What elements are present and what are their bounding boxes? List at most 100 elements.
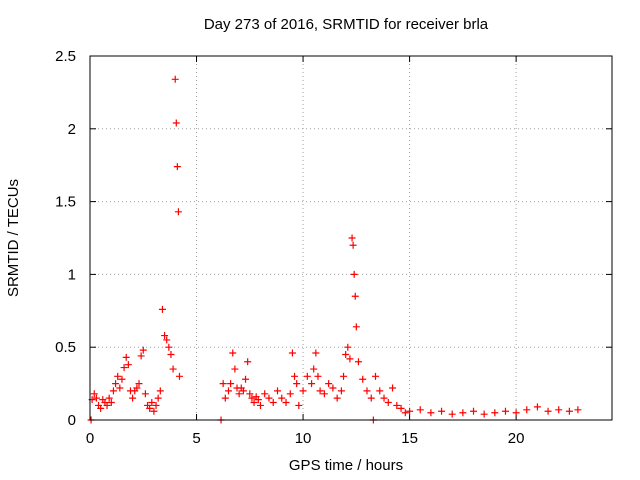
data-point <box>248 394 256 402</box>
data-point <box>158 305 166 313</box>
data-point <box>107 399 115 407</box>
data-point <box>288 349 296 357</box>
data-point <box>448 410 456 418</box>
x-tick-label: 5 <box>192 430 200 447</box>
data-point <box>129 394 137 402</box>
data-point <box>316 387 324 395</box>
data-point <box>122 353 130 361</box>
data-point <box>303 372 311 380</box>
data-point <box>342 350 350 358</box>
y-tick-label: 0.5 <box>55 339 76 356</box>
data-point <box>174 208 182 216</box>
data-point <box>470 407 478 415</box>
data-point <box>348 234 356 242</box>
data-point <box>286 390 294 398</box>
data-point <box>146 404 154 412</box>
y-tick-label: 2 <box>68 121 76 138</box>
data-point <box>163 336 171 344</box>
data-point <box>397 404 405 412</box>
data-point <box>393 401 401 409</box>
data-point <box>219 380 227 388</box>
data-point <box>135 380 143 388</box>
data-point <box>165 343 173 351</box>
data-point <box>175 372 183 380</box>
data-point <box>173 163 181 171</box>
data-point <box>118 375 126 383</box>
data-point <box>156 387 164 395</box>
data-point <box>150 407 158 415</box>
data-point <box>337 387 345 395</box>
data-point <box>501 407 509 415</box>
data-point <box>346 355 354 363</box>
data-point <box>376 387 384 395</box>
data-point <box>349 241 357 249</box>
data-point <box>291 372 299 380</box>
x-axis-label: GPS time / hours <box>289 457 403 474</box>
data-point <box>359 375 367 383</box>
data-point <box>372 372 380 380</box>
data-point <box>565 407 573 415</box>
data-point <box>137 352 145 360</box>
data-point <box>231 365 239 373</box>
data-point <box>92 394 100 402</box>
data-point <box>480 410 488 418</box>
data-point <box>229 349 237 357</box>
data-point <box>438 407 446 415</box>
data-point <box>269 399 277 407</box>
data-point <box>491 409 499 417</box>
data-point <box>389 384 397 392</box>
data-point <box>152 401 160 409</box>
data-point <box>154 394 162 402</box>
data-point <box>367 394 375 402</box>
data-point <box>172 119 180 127</box>
data-point <box>523 406 531 414</box>
data-point <box>239 387 247 395</box>
data-point <box>320 390 328 398</box>
data-point <box>329 384 337 392</box>
x-tick-label: 0 <box>86 430 94 447</box>
data-point <box>363 387 371 395</box>
data-point <box>139 346 147 354</box>
plot-frame <box>89 55 613 421</box>
data-point <box>221 394 229 402</box>
data-point <box>116 384 124 392</box>
data-point <box>533 403 541 411</box>
data-point <box>340 372 348 380</box>
data-point <box>416 406 424 414</box>
data-point <box>112 380 120 388</box>
data-point <box>171 75 179 83</box>
data-point <box>544 407 552 415</box>
chart-title: Day 273 of 2016, SRMTID for receiver brl… <box>204 16 489 33</box>
data-point <box>351 292 359 300</box>
data-point <box>312 349 320 357</box>
data-point <box>246 390 254 398</box>
data-point <box>261 390 269 398</box>
data-points <box>87 75 582 424</box>
data-point <box>141 390 149 398</box>
data-point <box>293 380 301 388</box>
y-axis-label: SRMTID / TECUs <box>5 179 22 297</box>
data-point <box>148 399 156 407</box>
y-tick-label: 1.5 <box>55 194 76 211</box>
data-point <box>273 387 281 395</box>
data-point <box>120 364 128 372</box>
data-point <box>295 401 303 409</box>
data-point <box>310 365 318 373</box>
data-point <box>380 394 388 402</box>
data-point <box>103 401 111 409</box>
data-point <box>512 409 520 417</box>
data-point <box>265 394 273 402</box>
tick-labels: 0 5 10 15 20 0 0.5 1 1.5 2 2.5 <box>55 48 524 447</box>
x-tick-label: 10 <box>295 430 312 447</box>
data-point <box>254 396 262 404</box>
data-point <box>350 270 358 278</box>
y-tick-label: 0 <box>68 412 76 429</box>
data-point <box>97 404 105 412</box>
data-point <box>161 332 169 340</box>
data-point <box>333 394 341 402</box>
data-point <box>124 361 132 369</box>
y-tick-label: 1 <box>68 266 76 283</box>
data-point <box>427 409 435 417</box>
data-point <box>169 365 177 373</box>
